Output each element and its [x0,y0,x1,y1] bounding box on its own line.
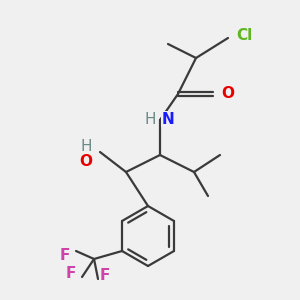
Text: H: H [144,112,156,127]
Text: N: N [162,112,175,127]
Text: O: O [79,154,92,169]
Text: F: F [100,268,110,283]
Text: O: O [221,86,234,101]
Text: F: F [60,248,70,262]
Text: Cl: Cl [236,28,252,44]
Text: F: F [66,266,76,280]
Text: H: H [80,139,92,154]
